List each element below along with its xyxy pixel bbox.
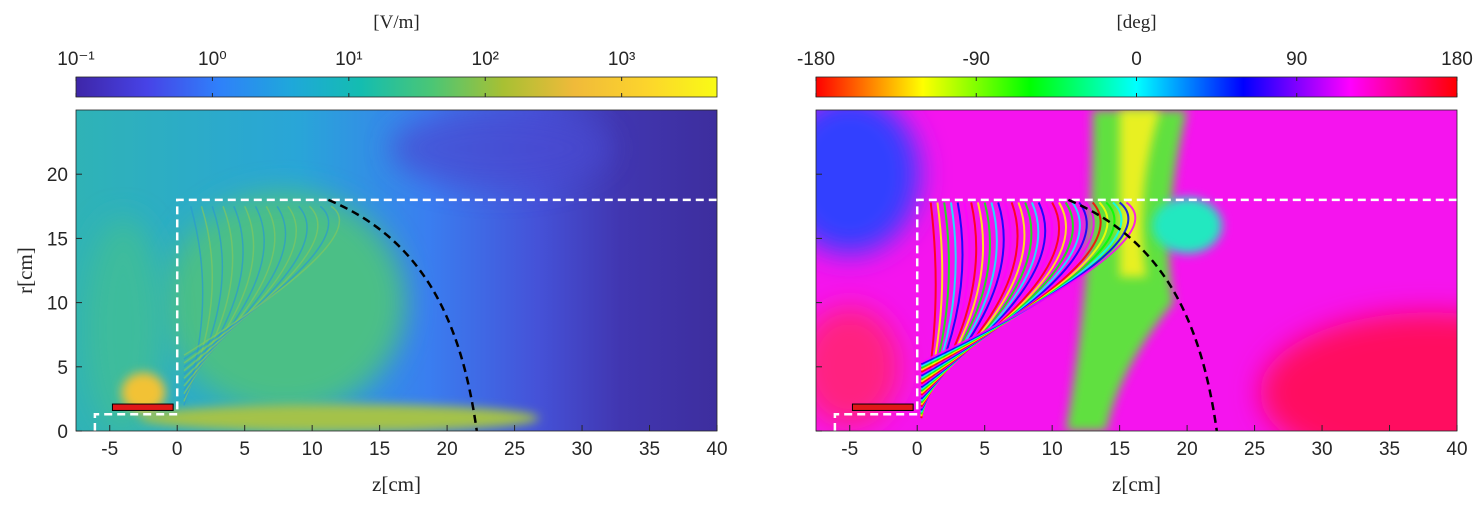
x-tick-label: 30 <box>571 439 592 460</box>
colorbar-tick-label: 10¹ <box>335 49 362 70</box>
source-bar <box>851 403 914 411</box>
field-fringe <box>183 205 319 364</box>
x-tick-label: 30 <box>1311 439 1332 460</box>
x-tick-label: 0 <box>912 439 923 460</box>
colorbar-label: [V/m] <box>373 12 419 33</box>
colorbar-tick-label: -90 <box>963 49 990 70</box>
field-fringe <box>183 205 330 360</box>
field-fringe <box>183 205 341 356</box>
wavefront-dashed <box>327 198 479 431</box>
x-axis-label: z[cm] <box>1112 472 1161 496</box>
colorbar-tick-label: 180 <box>1441 49 1473 70</box>
x-tick-label: 40 <box>706 439 727 460</box>
x-tick-label: 20 <box>437 439 458 460</box>
field-fringe <box>183 205 287 376</box>
y-axis-label: r[cm] <box>13 247 37 294</box>
field-fringe <box>183 205 265 383</box>
field-blob <box>121 372 166 413</box>
x-tick-label: 40 <box>1446 439 1467 460</box>
field-blob <box>1260 312 1457 431</box>
field-fringe <box>183 205 297 372</box>
field-fringe <box>183 205 276 379</box>
x-tick-label: 15 <box>1109 439 1130 460</box>
colorbar-tick-label: -180 <box>797 49 835 70</box>
field-fringe <box>183 205 308 368</box>
colorbar <box>75 76 718 98</box>
x-tick-label: 35 <box>639 439 660 460</box>
field-blob <box>816 110 920 255</box>
colorbar-tick-label: 0 <box>1131 49 1142 70</box>
source-bar <box>111 403 174 411</box>
x-tick-label: 20 <box>1177 439 1198 460</box>
y-tick-label: 20 <box>47 165 68 186</box>
field-blob <box>165 192 406 413</box>
x-tick-label: -5 <box>841 439 858 460</box>
y-tick-label: 15 <box>47 229 68 250</box>
x-tick-label: -5 <box>101 439 118 460</box>
x-tick-label: 5 <box>979 439 990 460</box>
field-blob <box>139 404 540 431</box>
wavefront-dashed <box>1067 198 1219 431</box>
x-tick-label: 25 <box>1244 439 1265 460</box>
axes-frame <box>815 109 1458 432</box>
field-blob <box>391 110 612 189</box>
field-fringe <box>920 201 1137 364</box>
x-tick-label: 15 <box>369 439 390 460</box>
plot-area <box>76 110 717 431</box>
x-tick-label: 0 <box>172 439 183 460</box>
x-tick-label: 10 <box>1042 439 1063 460</box>
plot-area <box>816 110 1457 431</box>
colorbar-tick-label: 10⁻¹ <box>57 49 95 70</box>
axes-frame <box>75 109 718 432</box>
colorbar-tick-label: 10³ <box>608 49 635 70</box>
field-blob <box>816 306 900 427</box>
x-tick-label: 10 <box>302 439 323 460</box>
x-tick-label: 5 <box>239 439 250 460</box>
y-tick-label: 5 <box>57 358 68 379</box>
y-tick-label: 0 <box>57 422 68 443</box>
field-blob <box>1152 197 1223 254</box>
y-tick-label: 10 <box>47 294 68 315</box>
x-tick-label: 35 <box>1379 439 1400 460</box>
x-tick-label: 25 <box>504 439 525 460</box>
colorbar-label: [deg] <box>1116 12 1156 33</box>
colorbar-tick-label: 90 <box>1286 49 1307 70</box>
colorbar-tick-label: 10² <box>472 49 499 70</box>
x-axis-label: z[cm] <box>372 472 421 496</box>
colorbar-tick-label: 10⁰ <box>198 49 227 70</box>
